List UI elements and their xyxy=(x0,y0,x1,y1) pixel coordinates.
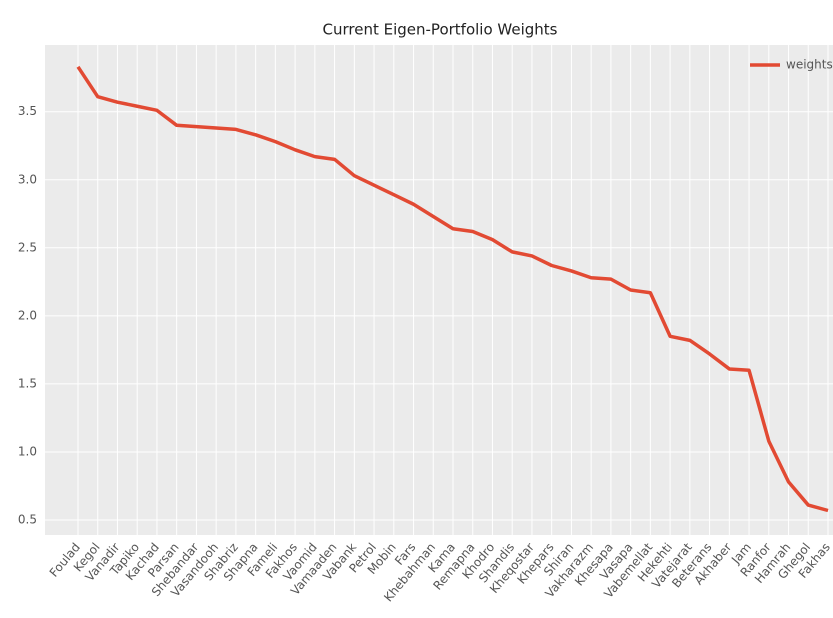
y-tick-label: 2.5 xyxy=(18,240,37,254)
legend-label: weights xyxy=(786,58,833,72)
y-tick-label: 2.0 xyxy=(18,308,37,322)
plot-area xyxy=(45,45,833,535)
chart-title: Current Eigen-Portfolio Weights xyxy=(323,21,558,39)
line xyxy=(76,65,829,513)
y-tick-label: 3.0 xyxy=(18,172,37,186)
y-tick-label: 0.5 xyxy=(18,513,37,527)
y-tick-label: 3.5 xyxy=(18,104,37,118)
y-tick-label: 1.5 xyxy=(18,376,37,390)
y-tick-label: 1.0 xyxy=(18,444,37,458)
